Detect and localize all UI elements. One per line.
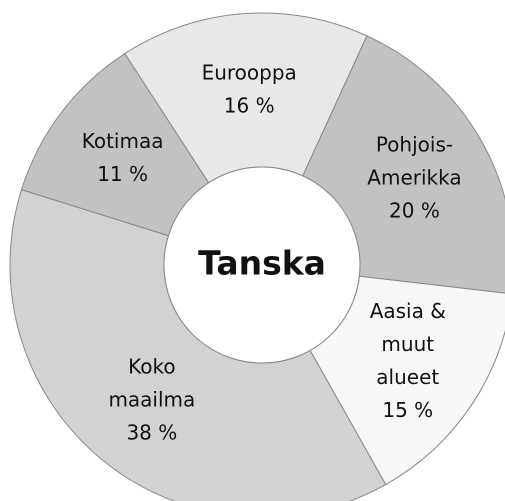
value-label: 15 %: [382, 398, 433, 422]
slices: [9, 12, 505, 501]
slice-label: muut: [381, 332, 434, 356]
slice-label: Kotimaa: [82, 129, 164, 153]
value-label: 16 %: [224, 93, 275, 117]
value-label: 38 %: [126, 421, 177, 445]
slice-label: Aasia &: [370, 299, 446, 323]
slice-label: Koko: [128, 355, 175, 379]
slice-label: Pohjois-: [376, 133, 453, 157]
value-label: 11 %: [97, 162, 148, 186]
slice-label: Eurooppa: [202, 60, 297, 84]
slice-label: Amerikka: [367, 166, 461, 190]
slice-label: alueet: [376, 365, 439, 389]
slice-label: maailma: [108, 388, 195, 412]
donut-hole: [163, 166, 361, 364]
chart-title: Tanska: [198, 244, 326, 283]
value-label: 20 %: [389, 199, 440, 223]
